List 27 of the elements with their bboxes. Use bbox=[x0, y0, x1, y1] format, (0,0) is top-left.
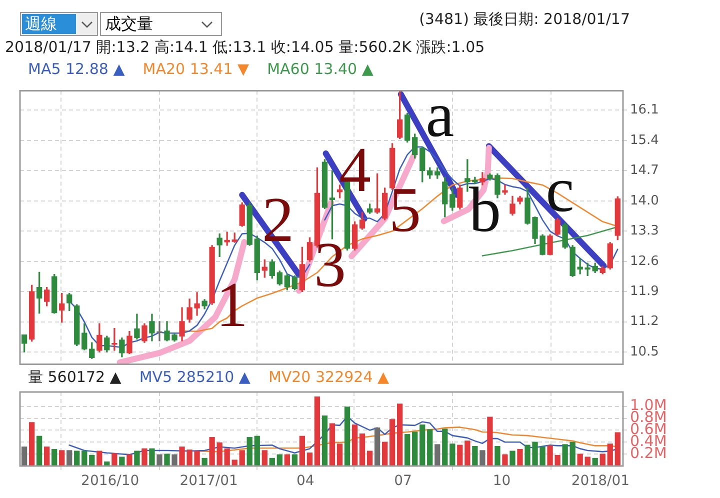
chart-title: (3481) 最後日期: 2018/01/17 bbox=[419, 10, 630, 29]
x-tick-label: 10 bbox=[492, 473, 511, 490]
text: MA5 12.88 ▲ bbox=[28, 60, 125, 78]
annotation: 2 bbox=[262, 184, 294, 255]
chart-subtitle: 2018/01/17 開:13.2 高:14.1 低:13.1 收:14.05 量:560.2K 漲跌:1.05 bbox=[5, 38, 485, 57]
annotation: 4 bbox=[339, 134, 371, 205]
text: 量 560172 ▲ bbox=[28, 368, 122, 386]
text: MA60 13.40 ▲ bbox=[267, 60, 374, 78]
y-tick-label: 14.7 bbox=[630, 163, 659, 178]
y-tick-label: 12.6 bbox=[630, 254, 659, 269]
x-tick-label: 07 bbox=[394, 473, 412, 490]
x-tick-label: 2017/01 bbox=[180, 473, 238, 490]
y-tick-label: 16.1 bbox=[630, 102, 659, 118]
text: MV5 285210 ▲ bbox=[139, 368, 250, 386]
text: MA20 13.41 ▼ bbox=[142, 60, 250, 78]
y-tick-label: 11.2 bbox=[630, 314, 659, 330]
x-tick-label: 2018/01 bbox=[571, 473, 630, 490]
annotation: a bbox=[426, 79, 454, 150]
y-tick-label: 13.3 bbox=[630, 224, 659, 239]
annotation: b bbox=[469, 174, 501, 245]
x-tick-label: 04 bbox=[296, 473, 314, 490]
text: MV20 322924 ▲ bbox=[268, 368, 390, 386]
y-tick-label: 11.9 bbox=[630, 284, 659, 300]
x-tick-label: 2016/10 bbox=[81, 473, 140, 490]
y-tick-label: 10.5 bbox=[630, 344, 659, 360]
y-tick-label: 15.4 bbox=[630, 132, 659, 148]
y-tick-label: 14.0 bbox=[630, 193, 659, 208]
